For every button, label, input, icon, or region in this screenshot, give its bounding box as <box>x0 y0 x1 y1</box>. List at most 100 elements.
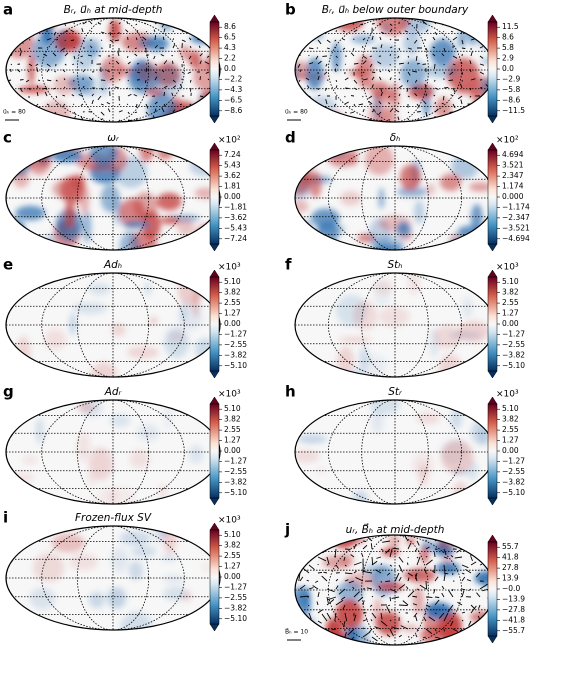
vector-arrow <box>316 103 319 106</box>
vector-arrow <box>308 548 314 551</box>
vector-arrow <box>448 590 454 598</box>
vector-arrow <box>461 47 466 50</box>
field-blob <box>122 220 152 229</box>
colorbar-tick-label: 8.6 <box>502 33 514 42</box>
field-blob <box>334 18 364 32</box>
vector-arrow <box>46 37 52 41</box>
field-blob <box>161 553 178 562</box>
vector-arrow <box>188 55 192 60</box>
field-blob <box>433 325 462 349</box>
vector-arrow <box>199 60 202 65</box>
vector-arrow <box>134 47 138 49</box>
vector-arrow <box>469 68 472 73</box>
vector-arrow <box>172 79 176 83</box>
colorbar-bottom <box>487 497 498 506</box>
vector-arrow <box>479 39 482 42</box>
colorbar-tick-label: −27.8 <box>502 605 525 614</box>
vector-arrow <box>80 103 84 106</box>
colorbar-tick-label: 2.55 <box>502 298 519 307</box>
colorbar-tick-label: −2.55 <box>224 593 247 602</box>
vector-arrow <box>163 103 166 107</box>
vector-arrow <box>44 91 48 97</box>
vector-arrow <box>127 45 130 49</box>
field-blob <box>387 535 401 548</box>
vector-arrow <box>188 37 192 41</box>
field-blob <box>403 31 421 55</box>
vector-arrow <box>88 76 93 81</box>
vector-arrow <box>189 45 192 49</box>
vector-arrow <box>64 63 67 66</box>
vector-arrow <box>434 71 437 74</box>
field-blob <box>352 300 378 330</box>
vector-arrow <box>347 628 355 636</box>
vector-arrow <box>154 101 158 105</box>
field-blob <box>28 53 35 85</box>
map-outline <box>5 145 221 251</box>
vector-arrow <box>308 118 312 121</box>
field-blob <box>425 64 459 78</box>
vector-arrow <box>353 79 358 84</box>
vector-arrow <box>371 612 377 619</box>
vector-arrow <box>341 116 346 121</box>
vector-arrow <box>398 71 400 74</box>
field-blob <box>363 564 385 578</box>
panel-title: Frozen-flux SV <box>75 512 152 524</box>
vector-arrow <box>398 584 406 590</box>
vector-arrow <box>402 600 409 606</box>
vector-arrow <box>334 612 337 621</box>
meridian <box>76 400 150 504</box>
vector-arrow <box>63 86 66 89</box>
colorbar-tick-label: −2.55 <box>502 467 525 476</box>
vector-arrow <box>406 79 409 83</box>
colorbar-tick-label: 1.174 <box>502 182 524 191</box>
vector-arrow <box>461 572 465 575</box>
vector-arrow <box>460 61 463 65</box>
vector-arrow <box>362 30 365 33</box>
vector-arrow <box>136 71 141 74</box>
vector-arrow <box>98 22 102 25</box>
field-blob <box>18 86 50 94</box>
vector-arrow <box>207 27 210 33</box>
vector-arrow <box>452 36 458 41</box>
vector-arrow <box>171 71 174 75</box>
vector-arrow <box>432 36 436 41</box>
colorbar-bottom <box>487 115 498 124</box>
arrow-scale: B⃗ₕ = 10 <box>285 627 308 635</box>
vector-arrow <box>478 108 481 113</box>
vector-arrow <box>468 620 472 626</box>
map <box>6 273 220 377</box>
vector-arrow <box>415 55 418 61</box>
vector-arrow <box>35 23 39 29</box>
vector-arrow <box>398 564 404 573</box>
map <box>6 18 220 122</box>
colorbar-tick-label: 0.00 <box>224 192 241 201</box>
field-blob <box>340 191 362 206</box>
colorbar-tick-label: −0.0 <box>502 584 520 593</box>
vector-arrow <box>305 100 310 105</box>
colorbar-tick-label: 3.82 <box>224 541 241 550</box>
panel-letter: a <box>3 1 13 19</box>
vector-arrow <box>475 632 481 638</box>
vector-arrow <box>308 62 314 65</box>
colorbar-tick-label: 13.9 <box>502 574 519 583</box>
vector-arrow <box>412 603 418 606</box>
vector-arrow <box>407 111 410 114</box>
vector-arrow <box>8 23 12 26</box>
vector-arrow <box>106 70 111 73</box>
field-blob <box>304 586 311 617</box>
vector-arrow <box>469 635 472 638</box>
vector-arrow <box>432 46 436 49</box>
vector-arrow <box>389 38 392 41</box>
colorbar <box>209 21 220 117</box>
vector-arrow <box>28 87 31 91</box>
vector-arrow <box>10 95 13 98</box>
meridian <box>76 273 150 377</box>
vector-arrow <box>19 51 22 57</box>
vector-arrow <box>46 119 49 122</box>
vector-arrow <box>434 63 436 69</box>
vector-arrow <box>299 584 306 590</box>
field-blob <box>10 18 34 25</box>
panel: j uᵣ, B⃗ₕ at mid-depth B⃗ₕ = 10 55.7 41.827.… <box>284 521 525 646</box>
vector-arrow <box>60 47 66 52</box>
